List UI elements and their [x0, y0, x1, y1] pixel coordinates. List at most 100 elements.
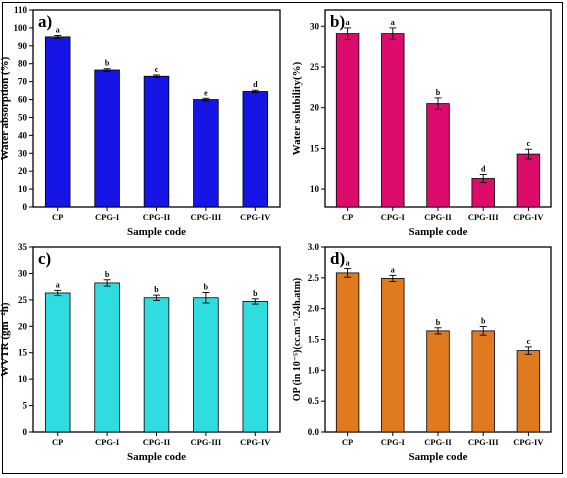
bar — [381, 33, 405, 208]
panel-label: d) — [330, 249, 345, 268]
bar — [193, 99, 219, 208]
bar — [44, 292, 71, 433]
bar — [335, 272, 360, 433]
y-tick-label: 25 — [18, 295, 28, 305]
significance-letter: e — [204, 88, 208, 97]
panel-label: a) — [38, 12, 52, 31]
y-tick-label: 30 — [310, 21, 320, 31]
significance-letter: b — [154, 285, 159, 294]
y-tick-label: 10 — [18, 184, 28, 194]
y-axis-title: Water absorption (%) — [0, 56, 11, 160]
x-tick-label: CPG-III — [191, 212, 222, 222]
significance-letter: b — [481, 317, 486, 326]
y-tick-label: 20 — [18, 321, 28, 331]
y-tick-label: 50 — [18, 112, 28, 122]
x-tick-label: CPG-I — [381, 212, 406, 222]
x-tick-label: CP — [52, 437, 63, 447]
y-tick-label: 30 — [18, 148, 28, 158]
significance-letter: d — [481, 164, 486, 173]
y-tick-label: 70 — [18, 77, 28, 87]
y-tick-label: 10 — [18, 374, 28, 384]
x-axis-title: Sample code — [409, 451, 468, 463]
x-tick-label: CPG-III — [468, 437, 499, 447]
y-axis-title: Water solubility(%) — [291, 61, 303, 155]
y-tick-label: 1.5 — [308, 335, 320, 345]
y-tick-label: 110 — [14, 5, 28, 15]
x-tick-label: CPG-II — [424, 212, 452, 222]
x-tick-label: CP — [342, 437, 353, 447]
y-tick-label: 40 — [18, 130, 28, 140]
y-tick-label: 0.5 — [308, 396, 320, 406]
y-tick-label: 15 — [310, 143, 320, 153]
y-axis-title: WVTR (gm⁻²h) — [0, 302, 11, 377]
x-tick-label: CPG-IV — [513, 212, 544, 222]
x-tick-label: CPG-III — [191, 437, 222, 447]
x-tick-label: CPG-II — [424, 437, 452, 447]
significance-letter: c — [155, 65, 159, 74]
x-tick-label: CPG-I — [381, 437, 406, 447]
x-tick-label: CPG-IV — [513, 437, 544, 447]
y-tick-label: 30 — [18, 268, 28, 278]
y-tick-label: 15 — [18, 348, 28, 358]
x-tick-label: CPG-IV — [240, 212, 271, 222]
y-tick-label: 2.0 — [308, 304, 320, 314]
bar — [94, 69, 120, 208]
y-tick-label: 35 — [18, 242, 28, 252]
significance-letter: c — [527, 139, 531, 148]
significance-letter: a — [56, 25, 60, 34]
bar — [94, 282, 120, 433]
y-tick-label: 0.0 — [308, 427, 320, 437]
significance-letter: a — [56, 280, 60, 289]
bar — [516, 153, 541, 208]
significance-letter: a — [391, 265, 395, 274]
x-axis-title: Sample code — [409, 226, 468, 238]
y-tick-label: 20 — [310, 103, 320, 113]
significance-letter: a — [346, 259, 350, 268]
significance-letter: d — [253, 80, 258, 89]
bar — [242, 301, 269, 433]
y-tick-label: 90 — [18, 41, 28, 51]
significance-letter: a — [346, 18, 350, 27]
significance-letter: b — [204, 282, 209, 291]
x-axis-title: Sample code — [127, 226, 186, 238]
bar — [193, 297, 219, 433]
significance-letter: c — [527, 337, 531, 346]
bar — [143, 297, 170, 433]
bar — [242, 91, 269, 208]
bar — [143, 75, 170, 208]
x-tick-label: CPG-IV — [240, 437, 271, 447]
significance-letter: b — [105, 270, 110, 279]
panel-label: c) — [38, 249, 51, 268]
y-tick-label: 3.0 — [308, 242, 320, 252]
x-tick-label: CPG-I — [95, 212, 120, 222]
x-tick-label: CPG-III — [468, 212, 499, 222]
x-axis-title: Sample code — [127, 451, 186, 463]
y-tick-label: 0 — [23, 202, 28, 212]
x-tick-label: CPG-II — [143, 437, 171, 447]
bar — [381, 278, 405, 433]
significance-letter: b — [436, 318, 441, 327]
y-tick-label: 5 — [23, 401, 28, 411]
y-tick-label: 2.5 — [308, 273, 320, 283]
y-tick-label: 0 — [23, 427, 28, 437]
y-axis-title: OP (in 10⁻⁵)(cc.m⁻¹.24h.atm) — [292, 278, 303, 401]
significance-letter: a — [391, 18, 395, 27]
x-tick-label: CPG-I — [95, 437, 120, 447]
y-tick-label: 100 — [14, 23, 28, 33]
significance-letter: b — [436, 88, 441, 97]
significance-letter: b — [105, 59, 110, 68]
y-tick-label: 25 — [310, 62, 320, 72]
bar — [516, 350, 541, 433]
bar — [44, 36, 71, 208]
figure-frame — [2, 2, 563, 474]
y-tick-label: 10 — [310, 184, 320, 194]
bar — [471, 330, 495, 433]
x-tick-label: CPG-II — [143, 212, 171, 222]
panel-label: b) — [330, 12, 345, 31]
bar — [335, 33, 360, 208]
y-tick-label: 80 — [18, 59, 28, 69]
x-tick-label: CP — [52, 212, 63, 222]
significance-letter: b — [253, 289, 258, 298]
y-tick-label: 60 — [18, 95, 28, 105]
